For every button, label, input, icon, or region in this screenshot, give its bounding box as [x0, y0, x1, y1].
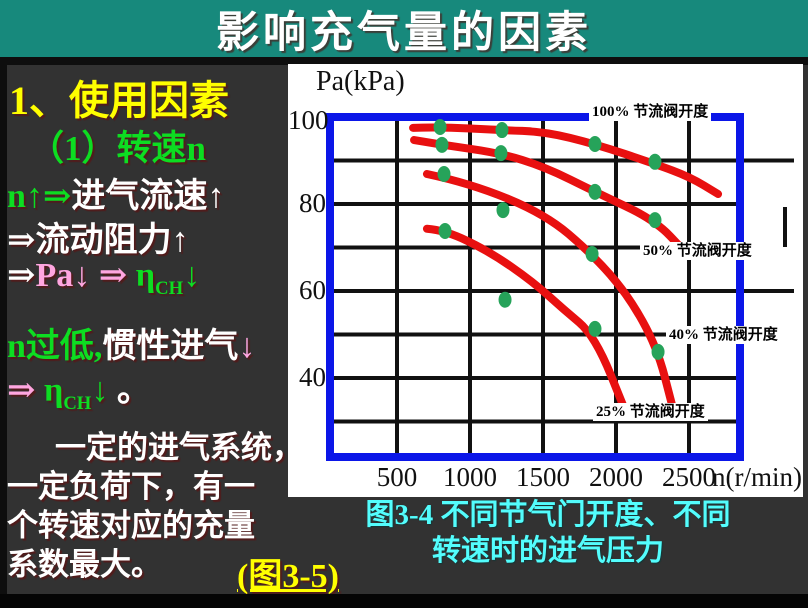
n-too-low-text: n过低, [7, 328, 103, 365]
title-bar: 影响充气量的因素 [0, 0, 808, 57]
n-up-arrow: n↑⇒ [7, 178, 72, 215]
title-divider [0, 57, 808, 65]
x-tick-2500: 2500 [662, 462, 716, 492]
down-arrow-pink: ↓ [238, 328, 256, 365]
curve-label-100pct: 100% 节流阀开度 [589, 103, 712, 121]
eta-ch-symbol: ηCH↓ [135, 257, 201, 299]
x-tick-1500: 1500 [516, 462, 570, 492]
figure-caption-line2: 转速时的进气压力 [431, 535, 664, 567]
intake-velocity-text: 进气流速↑ [71, 178, 225, 215]
arrow-pink: ⇒ [90, 257, 136, 294]
y-tick-80: 80 [299, 188, 326, 218]
left-edge-bar [0, 65, 7, 594]
slide-title: 影响充气量的因素 [216, 9, 592, 57]
x-tick-1000: 1000 [443, 462, 497, 492]
y-tick-40: 40 [299, 362, 326, 392]
x-tick-2000: 2000 [589, 462, 643, 492]
text-line-n-too-low: n过低,惯性进气↓ [7, 318, 255, 367]
pressure-vs-speed-chart [326, 113, 794, 461]
period-text: 。 [108, 372, 151, 409]
x-axis-title: n(r/min) [712, 462, 802, 492]
paragraph-line: 系数最大。 [7, 547, 162, 582]
x-tick-500: 500 [376, 462, 418, 492]
heading-use-factors: 1、使用因素 [9, 78, 229, 123]
chart-panel: Pa(kPa) 100 80 60 40 500 1000 1500 2000 … [288, 64, 803, 497]
curve-label-50pct: 50% 节流阀开度 [640, 242, 755, 260]
pa-down-text: Pa↓ [35, 257, 91, 294]
y-tick-60: 60 [299, 275, 326, 305]
curve-label-40pct: 40% 节流阀开度 [666, 326, 781, 344]
bottom-bar [0, 594, 808, 608]
eta-ch-symbol2: ηCH↓ [44, 372, 109, 414]
paragraph-line: 一定的进气系统， [55, 430, 303, 465]
text-line-intake-velocity: n↑⇒进气流速↑ [7, 168, 224, 217]
heading-speed-n: （1）转速n [29, 129, 206, 168]
text-line-pa-eta: ⇒Pa↓ ⇒ ηCH↓ [7, 255, 200, 300]
left-panel: 1、使用因素 （1）转速n n↑⇒进气流速↑ ⇒流动阻力↑ ⇒Pa↓ ⇒ ηCH… [7, 62, 339, 595]
y-axis-title: Pa(kPa) [316, 66, 405, 97]
y-tick-100: 100 [288, 105, 329, 135]
text-line-eta-down: ⇒ ηCH↓ 。 [7, 362, 151, 415]
paragraph-line: 个转速对应的充量 [7, 508, 255, 543]
figure-caption: 图3-4 不同节气门开度、不同 转速时的进气压力 [288, 497, 808, 569]
curve-label-25pct: 25% 节流阀开度 [593, 403, 708, 421]
figure-3-5-link[interactable]: (图3-5) [237, 558, 339, 595]
arrow-pink2: ⇒ [7, 372, 44, 409]
paragraph-line: 一定负荷下，有一 [7, 469, 255, 504]
text-line-flow-resistance: ⇒流动阻力↑ [7, 222, 189, 259]
arrow-white: ⇒ [7, 257, 36, 294]
inertia-intake-text: 惯性进气 [102, 328, 239, 365]
figure-caption-line1: 图3-4 不同节气门开度、不同 [365, 499, 731, 531]
